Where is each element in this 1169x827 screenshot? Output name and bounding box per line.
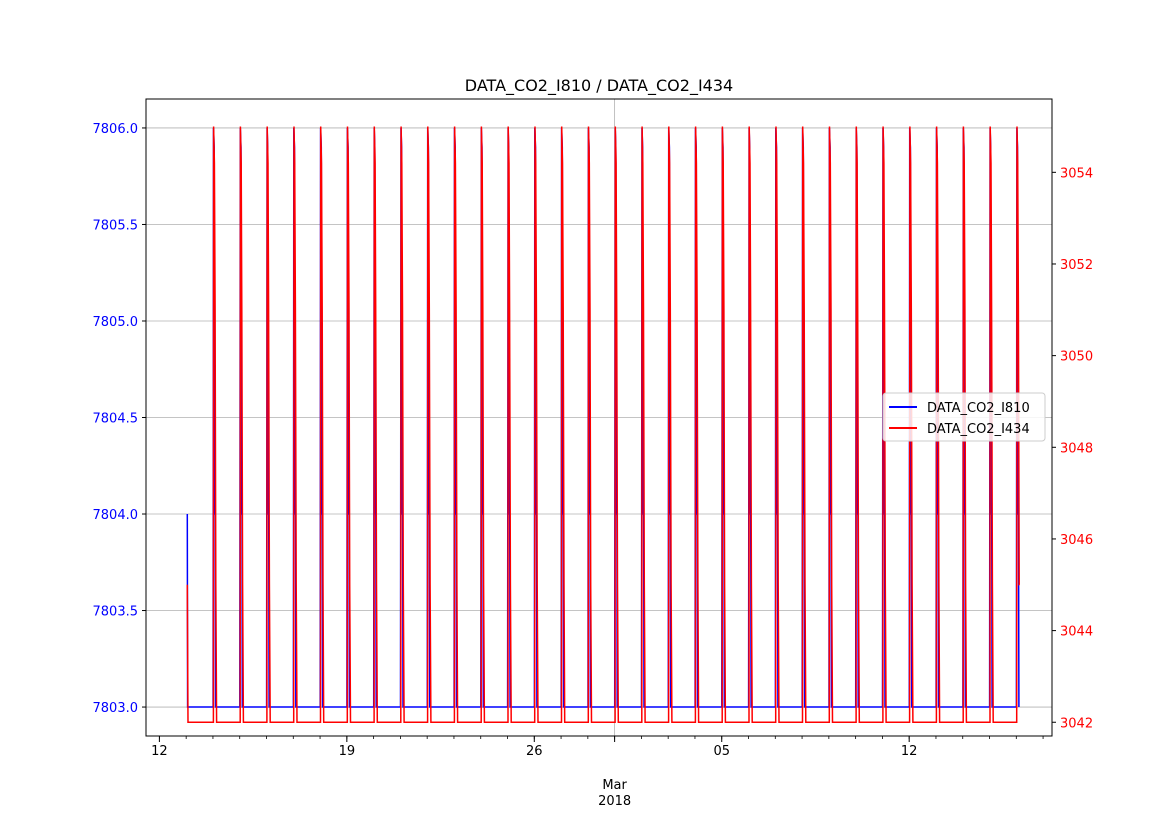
series-layer — [186, 126, 1020, 724]
series-line — [186, 126, 1020, 724]
y-left-tick-label: 7803.5 — [93, 605, 139, 620]
chart-title: DATA_CO2_I810 / DATA_CO2_I434 — [465, 76, 733, 96]
y-right-tick-label: 3042 — [1060, 716, 1093, 731]
x-tick-label: 19 — [339, 744, 356, 759]
series-DATA_CO2_I434 — [186, 126, 1020, 724]
x-tick-label: 12 — [151, 744, 168, 759]
y-right-tick-label: 3050 — [1060, 350, 1093, 365]
legend-box — [882, 392, 1046, 442]
x-tick-label: 12 — [901, 744, 918, 759]
y-right-tick-label: 3044 — [1060, 625, 1093, 640]
y-left-tick-label: 7804.0 — [93, 508, 139, 523]
x-tick-label: 05 — [713, 744, 730, 759]
legend-label: DATA_CO2_I810 — [927, 401, 1030, 416]
x-tick-label: 26 — [526, 744, 543, 759]
y-left-axis: 7803.0 7803.5 7804.0 7804.5 7805.0 7805.5 7806… — [93, 122, 146, 716]
y-left-tick-label: 7805.5 — [93, 218, 139, 233]
y-left-tick-label: 7804.5 — [93, 412, 139, 427]
y-left-tick-label: 7803.0 — [93, 701, 139, 716]
y-right-tick-label: 3046 — [1060, 533, 1093, 548]
legend: DATA_CO2_I810 DATA_CO2_I434 — [882, 392, 1046, 442]
y-right-tick-label: 3052 — [1060, 258, 1093, 273]
x-month-label: Mar — [602, 778, 627, 793]
y-right-tick-label: 3054 — [1060, 166, 1093, 181]
legend-label: DATA_CO2_I434 — [927, 422, 1030, 437]
y-left-tick-label: 7805.0 — [93, 315, 139, 330]
y-right-axis: 3042 3044 3046 3048 3050 3052 3054 — [1052, 166, 1093, 731]
y-right-tick-label: 3048 — [1060, 441, 1093, 456]
y-left-tick-label: 7806.0 — [93, 122, 139, 137]
x-year-label: 2018 — [598, 794, 631, 809]
